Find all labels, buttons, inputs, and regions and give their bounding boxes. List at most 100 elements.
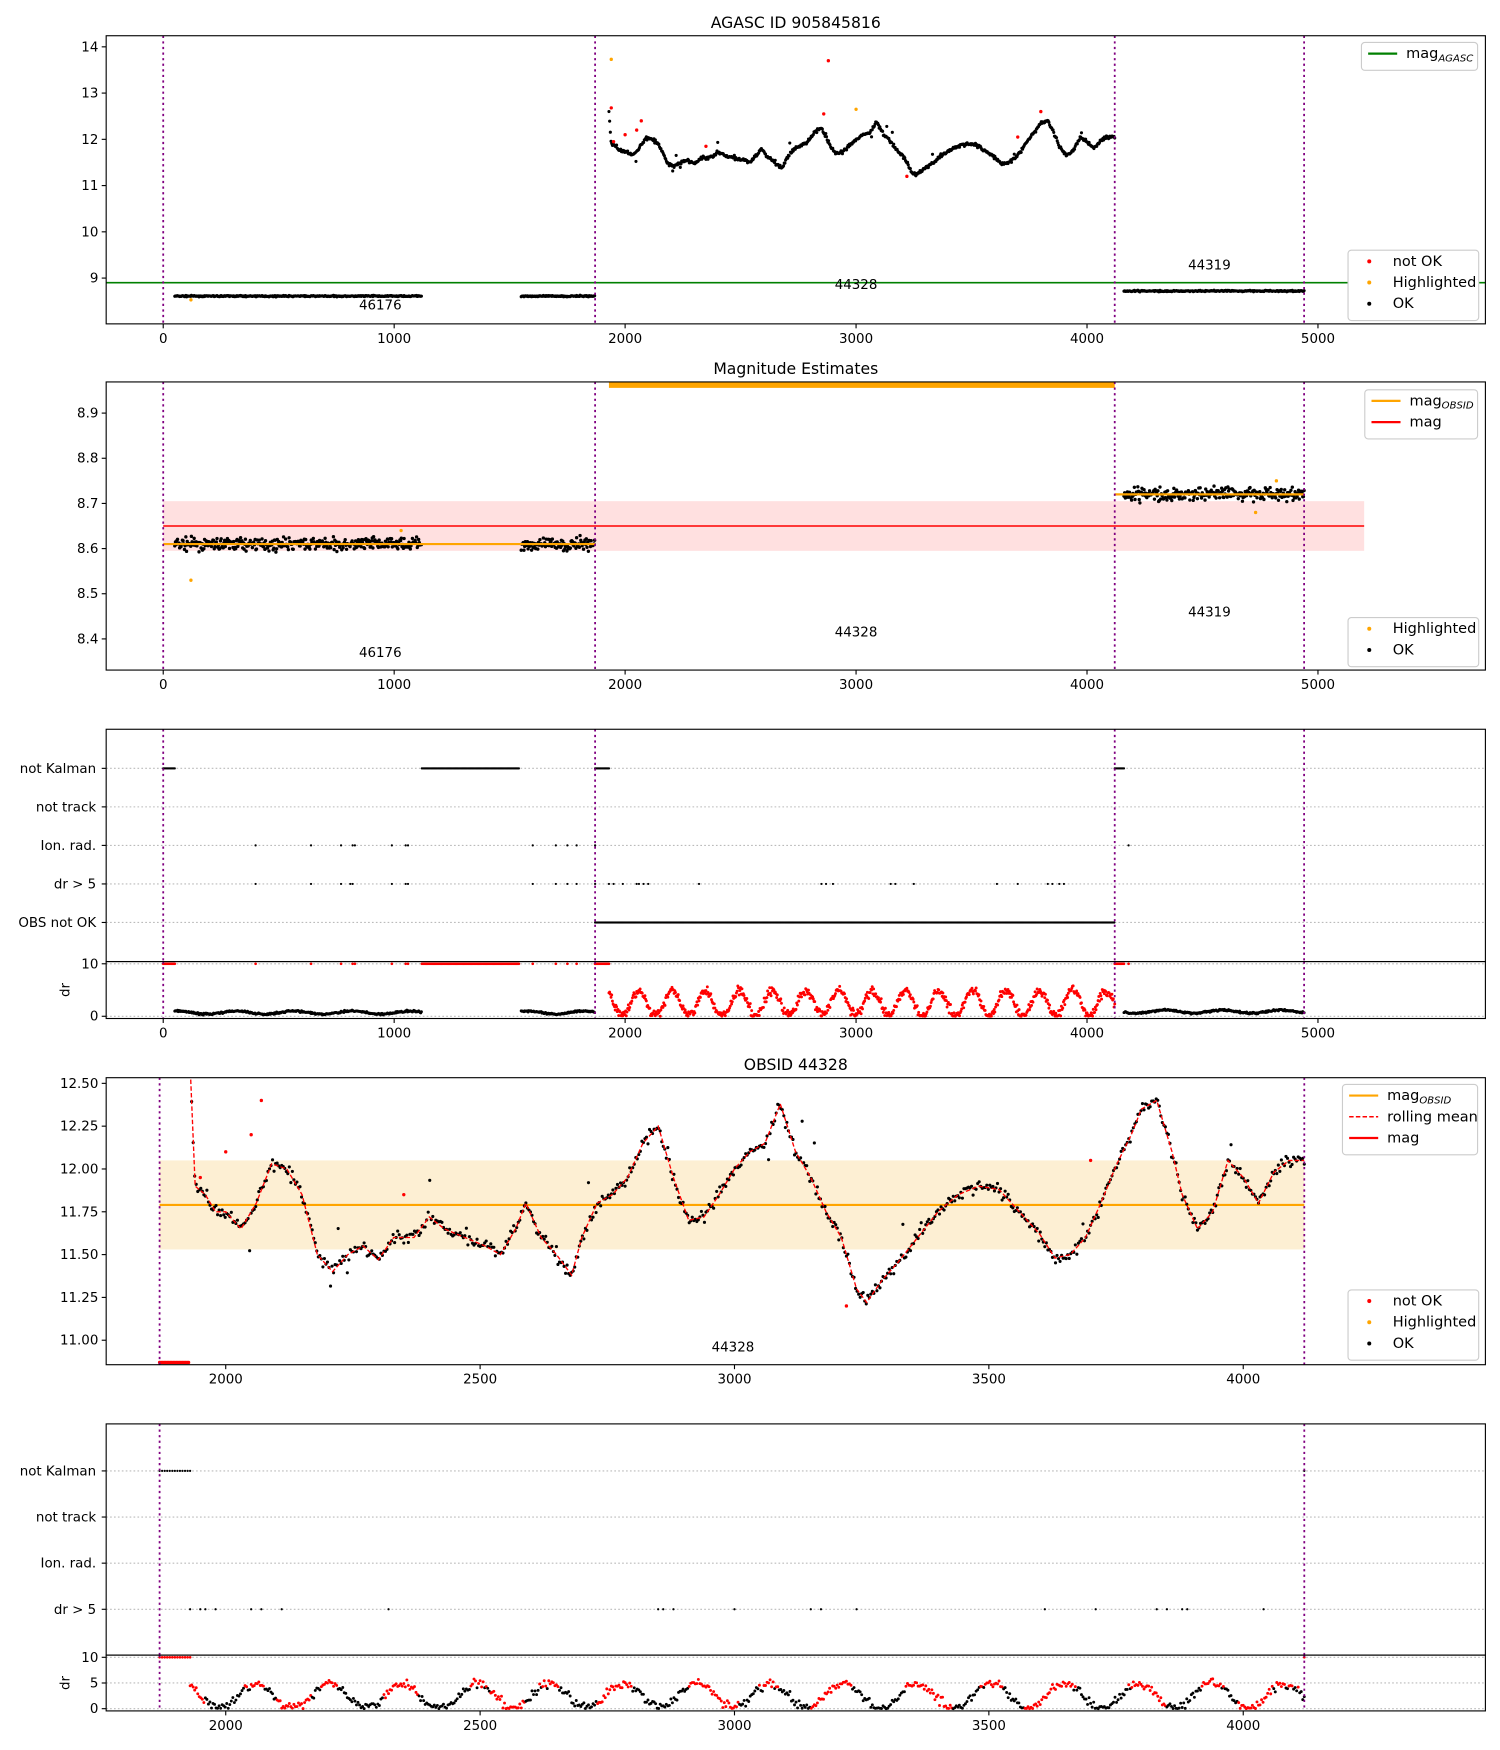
ok-point — [820, 127, 824, 131]
dr-not-ok-point — [1035, 987, 1039, 991]
ok-point — [538, 537, 542, 542]
ok-point — [1129, 498, 1134, 502]
plot-area — [162, 381, 1365, 671]
ok-point — [1054, 136, 1059, 140]
ok-point — [209, 544, 214, 549]
ok-point — [222, 1213, 226, 1217]
highlighted-point — [1253, 510, 1258, 515]
dr-not-ok-point — [917, 1010, 921, 1014]
ok-point — [772, 161, 777, 165]
ok-point — [1165, 498, 1169, 502]
ok-point — [393, 1241, 397, 1245]
dr-not-ok-point — [748, 1005, 752, 1009]
ok-point — [589, 538, 593, 543]
plot-area — [106, 961, 1486, 1019]
legend-label: magAGASC — [1406, 46, 1473, 64]
x-tick-label: 5000 — [1301, 332, 1335, 347]
dr-not-ok-point — [554, 962, 558, 966]
ok-point — [657, 142, 661, 146]
ok-point — [869, 135, 874, 139]
dr-not-ok-point — [952, 1011, 956, 1015]
flag-dr-point — [607, 882, 611, 886]
ok-point — [1216, 489, 1220, 493]
legend-label-main: Highlighted — [1393, 621, 1477, 637]
ok-point — [529, 548, 534, 552]
ok-point — [377, 538, 381, 542]
ok-point — [492, 1245, 496, 1249]
ok-point — [299, 1195, 304, 1199]
ok-point — [227, 546, 232, 551]
ok-point — [957, 145, 962, 149]
obsid-annotation: 44319 — [1188, 605, 1231, 620]
ok-point — [554, 1245, 558, 1249]
highlighted-point — [189, 298, 193, 302]
ok-point — [1183, 496, 1187, 500]
flag-dr-point — [593, 882, 597, 886]
dr-not-ok-point — [517, 962, 521, 966]
ok-point — [549, 539, 553, 544]
ok-point — [526, 547, 530, 551]
ok-point — [402, 536, 406, 541]
dr-not-ok-point — [883, 1006, 887, 1010]
dr-not-ok-point — [1017, 1008, 1021, 1012]
dr-axes-frame — [105, 960, 1486, 1020]
dr-not-ok-point — [892, 1008, 896, 1012]
ok-point — [615, 143, 619, 147]
dr-not-ok-point — [1028, 1008, 1031, 1012]
ok-point — [432, 1221, 436, 1225]
ok-point — [1075, 142, 1079, 146]
ok-point — [213, 544, 217, 549]
dr-not-ok-point — [877, 996, 880, 1000]
dr-not-ok-point — [575, 962, 578, 966]
y-tick-label: 8.4 — [77, 632, 98, 647]
dr-ok-point — [419, 1010, 423, 1014]
obsid-annotation: 44328 — [835, 278, 878, 293]
ok-point — [824, 135, 829, 139]
dr-not-ok-point — [907, 990, 911, 994]
legend-label: magOBSID — [1409, 393, 1473, 411]
dr-not-ok-point — [1071, 984, 1075, 988]
dr-not-ok-point — [768, 986, 772, 990]
y-tick-label: 14 — [81, 40, 98, 55]
ok-point — [773, 158, 777, 162]
ok-point — [298, 1185, 302, 1189]
dr-not-ok-point — [780, 1001, 783, 1005]
ok-point — [270, 1158, 275, 1162]
dr-not-ok-point — [794, 1007, 798, 1011]
dr-not-ok-point — [406, 962, 410, 966]
dr-not-ok-point — [658, 1014, 662, 1018]
ok-point — [283, 537, 288, 541]
y-tick-label: 11 — [81, 179, 98, 194]
ok-point — [1051, 128, 1055, 132]
ok-point — [584, 537, 588, 541]
flag-ion-rad-point — [254, 844, 257, 847]
panel-title: OBSID 44328 — [744, 1055, 848, 1074]
ok-point — [1270, 496, 1274, 500]
ok-point — [184, 535, 188, 539]
ok-point — [642, 140, 646, 145]
flag-dr-point — [1016, 882, 1019, 886]
dr-not-ok-point — [996, 1003, 1000, 1007]
dr-not-ok-point — [696, 1003, 700, 1007]
ok-point — [289, 1181, 293, 1185]
flag-not-kalman-point — [173, 767, 176, 770]
ok-point — [229, 1210, 233, 1214]
ok-point — [267, 549, 271, 553]
ok-point — [223, 544, 228, 549]
dr-not-ok-point — [802, 990, 806, 994]
dr-not-ok-point — [941, 991, 945, 995]
ok-point — [1052, 130, 1056, 134]
x-tick-label: 3000 — [839, 1026, 873, 1041]
legend-label-main: OK — [1393, 642, 1414, 658]
flag-ion-rad-point — [390, 844, 393, 847]
dr-not-ok-point — [697, 999, 701, 1003]
dr-not-ok-point — [847, 1004, 851, 1008]
dr-not-ok-point — [686, 1014, 690, 1018]
legend-box — [1347, 617, 1480, 668]
legend-marker-swatch — [1367, 626, 1372, 631]
dr-not-ok-point — [757, 1010, 761, 1013]
dr-not-ok-point — [775, 996, 779, 999]
dr-not-ok-point — [1075, 989, 1079, 993]
legend-label-subscript: AGASC — [1437, 53, 1473, 64]
